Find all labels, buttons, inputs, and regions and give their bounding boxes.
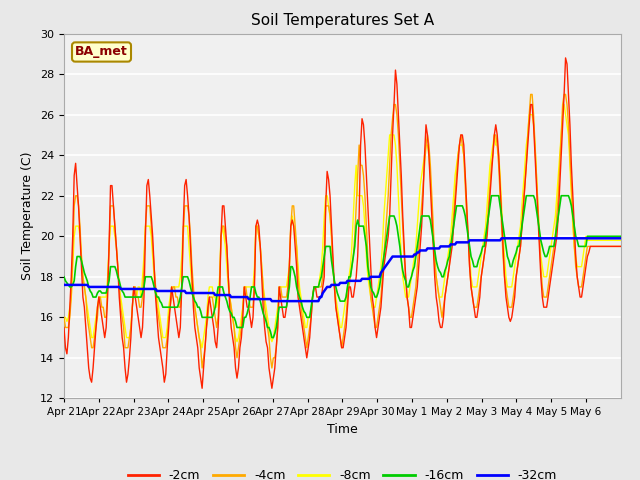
- Title: Soil Temperatures Set A: Soil Temperatures Set A: [251, 13, 434, 28]
- Y-axis label: Soil Temperature (C): Soil Temperature (C): [22, 152, 35, 280]
- X-axis label: Time: Time: [327, 423, 358, 436]
- Legend: -2cm, -4cm, -8cm, -16cm, -32cm: -2cm, -4cm, -8cm, -16cm, -32cm: [123, 464, 562, 480]
- Text: BA_met: BA_met: [75, 46, 128, 59]
